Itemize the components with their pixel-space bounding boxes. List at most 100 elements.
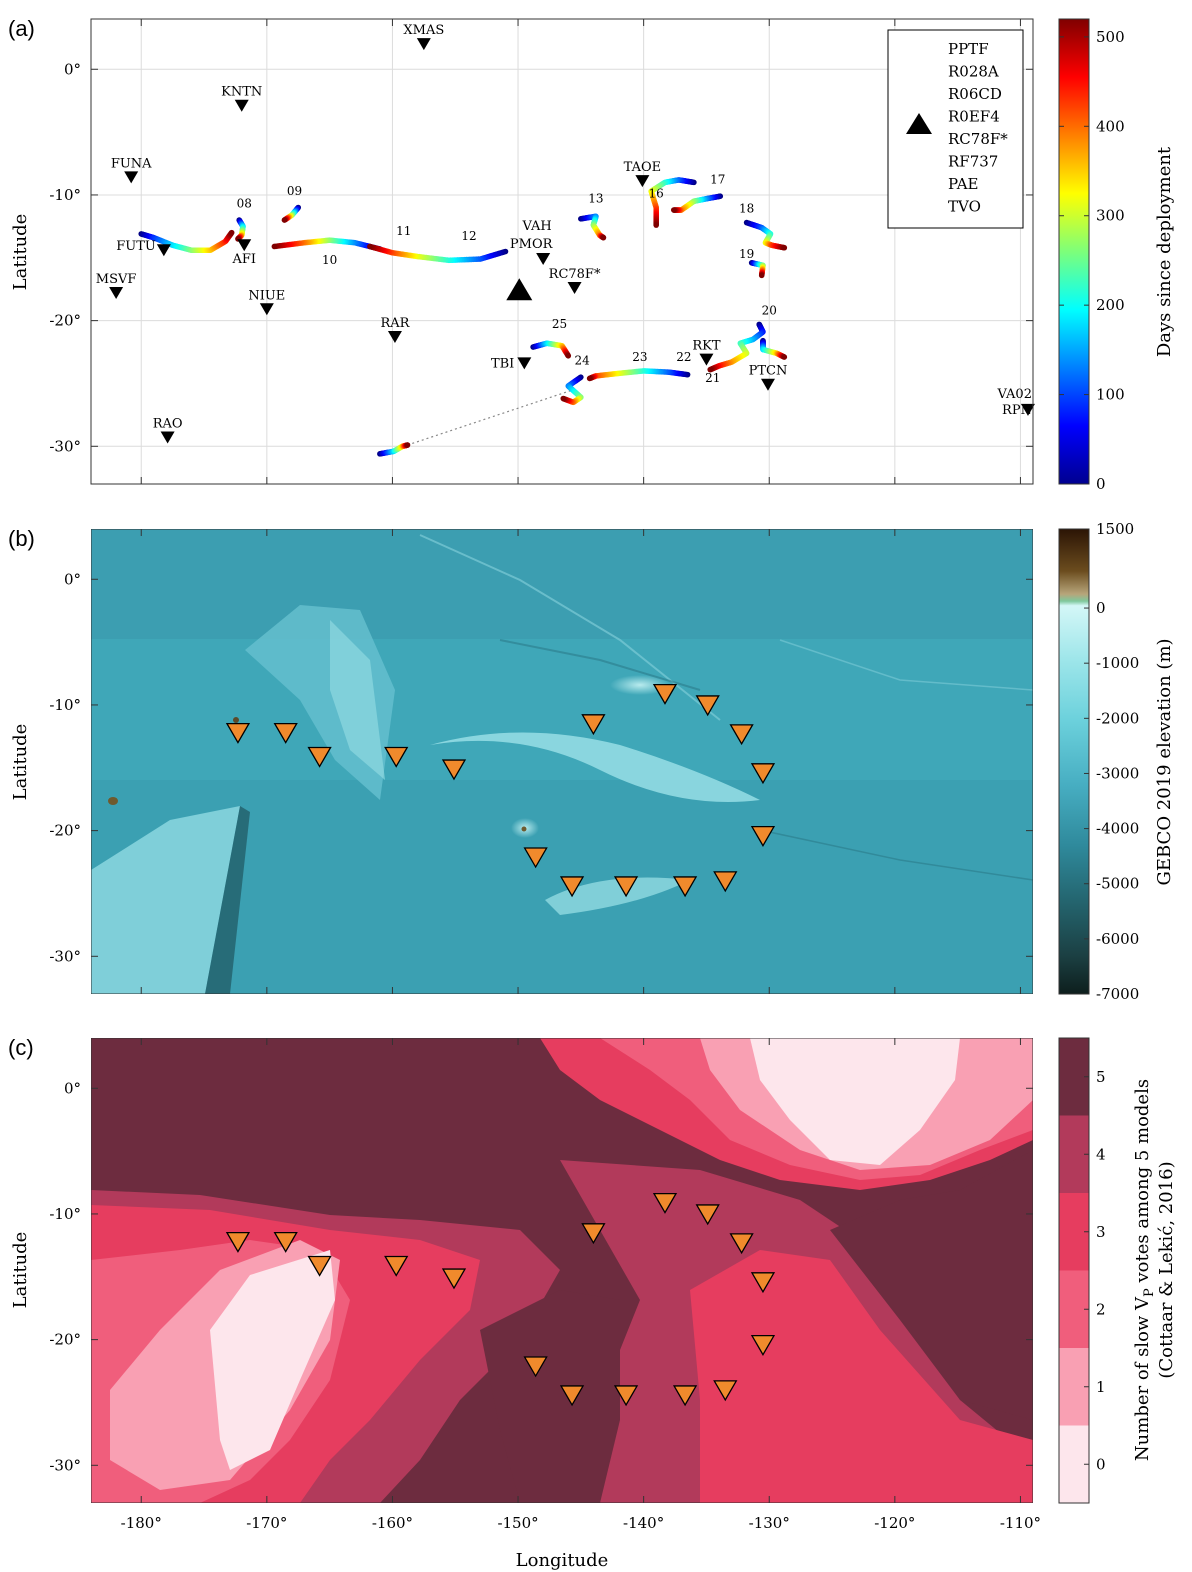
- float-triangle-icon: [273, 1231, 298, 1253]
- float-triangle-icon: [441, 759, 467, 781]
- legend-entry: R06CD: [948, 85, 1002, 103]
- station-label: RPN: [1002, 403, 1032, 418]
- station-label: RC78F*: [549, 267, 601, 282]
- float-triangle-icon: [225, 722, 251, 744]
- track-dot: [404, 442, 411, 448]
- track-dot: [228, 229, 235, 236]
- y-tick-label: -10°: [49, 186, 81, 204]
- station-triangle-icon: [237, 239, 252, 252]
- colorbar-title-c-line2: (Cottaar & Lekić, 2016): [1156, 1161, 1177, 1378]
- float-number-label: 21: [705, 371, 720, 385]
- float-number-label: 16: [649, 186, 664, 200]
- station-triangle-icon: [699, 353, 714, 366]
- track-dot: [586, 375, 593, 382]
- float-number-label: 09: [287, 184, 302, 198]
- float-triangle-icon: [729, 724, 754, 746]
- axes-box-a: [90, 18, 1034, 485]
- station-triangle-icon: [259, 303, 274, 316]
- colorbar-tick-label: 1500: [1096, 520, 1134, 538]
- station-triangle-icon: [234, 99, 249, 112]
- colorbar-tick-label: 2: [1096, 1300, 1106, 1318]
- station-label: RAO: [153, 417, 183, 432]
- colorbar-tick-label: 200: [1096, 296, 1125, 314]
- station-triangle-icon: [416, 38, 431, 51]
- legend-entry: RF737: [948, 153, 998, 171]
- map-frame-a: [91, 19, 1033, 484]
- float-triangles-b: [225, 683, 776, 898]
- float-triangle-icon: [672, 876, 698, 898]
- station-label: PMOR: [510, 237, 554, 252]
- y-tick-label: -30°: [49, 947, 81, 965]
- bathymetry-map: [91, 529, 1033, 994]
- track-dot: [758, 272, 765, 279]
- colorbar-tick-label: 300: [1096, 207, 1125, 225]
- colorbar-tick-label: -3000: [1096, 764, 1139, 782]
- track-dot: [781, 244, 788, 251]
- colorbar-title-c-sub: P: [1142, 1288, 1157, 1297]
- colorbar-tick-label: -6000: [1096, 930, 1139, 948]
- float-number-label: 23: [632, 350, 647, 364]
- station-label: AFI: [231, 252, 256, 267]
- x-axis-label: Longitude: [516, 1550, 609, 1571]
- vote-map: [91, 1038, 1033, 1503]
- station-label: RKT: [692, 339, 721, 354]
- y-axis-label-a: Latitude: [10, 214, 31, 291]
- colorbar-ticks-c: 0 1 2 3 4 5: [1084, 1068, 1106, 1473]
- float-triangle-icon: [384, 746, 409, 768]
- station-triangle-icon: [387, 330, 402, 343]
- station-label: RAR: [380, 316, 410, 331]
- station-label: KNTN: [221, 85, 262, 100]
- legend-entries: PPTF R028A R06CD R0EF4 RC78F* RF737 PAE TVO: [948, 40, 1008, 216]
- float-number-label: 25: [552, 317, 567, 331]
- float-triangle-icon: [652, 683, 678, 705]
- panel-b: (b) 0°-10°-20°-30° Latitude 15: [8, 520, 1175, 1003]
- float-triangle-icon: [713, 1380, 738, 1402]
- float-triangle-icon: [307, 1255, 332, 1277]
- y-tick-label: -10°: [49, 1205, 81, 1223]
- x-tick-label: -150°: [497, 1514, 538, 1532]
- float-triangle-icon: [750, 1334, 776, 1356]
- y-axis-label-b: Latitude: [10, 724, 31, 801]
- x-tick-label: -130°: [749, 1514, 790, 1532]
- float-triangle-icon: [441, 1268, 467, 1290]
- float-number-label: 17: [710, 173, 725, 187]
- legend-entry: TVO: [948, 198, 981, 216]
- x-ticks-c: -180° -170° -160° -150° -140° -130° -120° -110°: [121, 1514, 1041, 1532]
- colorbar-title-c-part1: Number of slow V: [1132, 1296, 1153, 1461]
- float-triangle-icon: [273, 722, 298, 744]
- float-triangle-icon: [581, 1223, 606, 1245]
- y-tick-label: -20°: [49, 312, 81, 330]
- colorbar-tick-label: 4: [1096, 1145, 1106, 1163]
- colorbar-tick-label: 0: [1096, 475, 1106, 493]
- track-dot: [367, 243, 373, 250]
- float-triangles-c: [225, 1192, 776, 1407]
- legend-triangle-icon: [906, 113, 932, 134]
- ticks-b: 0° -10° -20° -30°: [49, 529, 1033, 994]
- colorbar-tick-label: -1000: [1096, 654, 1139, 672]
- panel-c: (c) 0°-10°-20°-30° -180° -170° -160° -150° -…: [8, 1035, 1177, 1571]
- float-triangle-icon: [652, 1192, 678, 1214]
- panel-label-a: (a): [8, 16, 35, 41]
- float-triangle-icon: [750, 763, 776, 785]
- panel-label-c: (c): [8, 1035, 34, 1060]
- colorbar-title-c-line1: Number of slow VP votes among 5 models: [1132, 1079, 1157, 1461]
- legend-entry: PAE: [948, 175, 979, 193]
- track-connector: [407, 389, 574, 446]
- colorbar-tick-label: 0: [1096, 1455, 1106, 1473]
- colorbar-tick-label: -5000: [1096, 875, 1139, 893]
- float-triangle-icon: [729, 1233, 754, 1255]
- ticks-c: 0° -10° -20° -30°: [49, 1038, 1033, 1503]
- colorbar-tick-label: -4000: [1096, 820, 1139, 838]
- x-tick-label: -160°: [372, 1514, 413, 1532]
- track-dot: [600, 234, 607, 241]
- y-tick-label: -10°: [49, 696, 81, 714]
- float-number-label: 08: [237, 197, 252, 211]
- colorbar-frame: [1058, 1037, 1090, 1504]
- float-triangle-icon: [384, 1255, 409, 1277]
- station-label: TBI: [491, 356, 514, 371]
- y-tick-label: -20°: [49, 1331, 81, 1349]
- colorbar-b: [1058, 528, 1090, 995]
- float-triangle-icon: [672, 1385, 698, 1407]
- float-triangle-icon: [559, 876, 585, 898]
- float-number-label: 11: [396, 224, 411, 238]
